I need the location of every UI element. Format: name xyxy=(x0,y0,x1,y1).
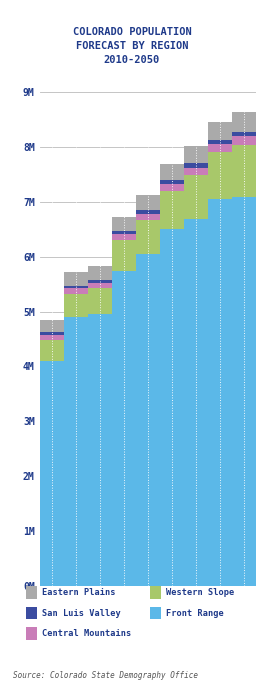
Bar xyxy=(40,335,64,340)
Bar xyxy=(160,229,184,586)
Bar xyxy=(88,314,112,586)
Bar xyxy=(232,145,256,197)
Bar xyxy=(136,220,160,254)
Bar xyxy=(160,191,184,229)
Bar xyxy=(232,197,256,586)
Bar xyxy=(232,132,256,136)
Bar xyxy=(88,266,112,279)
Bar xyxy=(112,240,136,271)
Bar xyxy=(136,214,160,220)
Bar xyxy=(64,286,88,288)
Text: Central Mountains: Central Mountains xyxy=(42,629,131,638)
Bar xyxy=(112,271,136,586)
Text: Western Slope: Western Slope xyxy=(166,588,235,597)
Bar xyxy=(88,283,112,288)
Bar xyxy=(208,121,232,140)
Text: San Luis Valley: San Luis Valley xyxy=(42,608,121,618)
Bar xyxy=(208,144,232,151)
Text: Front Range: Front Range xyxy=(166,608,224,618)
Bar xyxy=(232,136,256,145)
Bar xyxy=(136,195,160,210)
Bar xyxy=(64,288,88,294)
Bar xyxy=(64,272,88,286)
Bar xyxy=(136,254,160,586)
Bar xyxy=(40,332,64,335)
Bar xyxy=(160,180,184,184)
Bar xyxy=(40,340,64,361)
Bar xyxy=(208,151,232,199)
Bar xyxy=(232,112,256,132)
Bar xyxy=(40,321,64,332)
Bar xyxy=(160,164,184,180)
Bar xyxy=(112,234,136,240)
Text: Eastern Plains: Eastern Plains xyxy=(42,588,116,597)
Bar xyxy=(88,288,112,314)
Bar xyxy=(184,219,208,586)
Text: Source: Colorado State Demography Office: Source: Colorado State Demography Office xyxy=(13,671,198,680)
Bar xyxy=(208,199,232,586)
Bar xyxy=(40,361,64,586)
Bar xyxy=(88,279,112,283)
Bar xyxy=(184,168,208,175)
Bar xyxy=(184,147,208,164)
Bar xyxy=(160,184,184,191)
Bar xyxy=(112,231,136,234)
Bar xyxy=(184,175,208,219)
Bar xyxy=(112,216,136,231)
Bar xyxy=(64,317,88,586)
Bar xyxy=(208,140,232,144)
Bar xyxy=(184,164,208,168)
Text: COLORADO POPULATION
FORECAST BY REGION
2010-2050: COLORADO POPULATION FORECAST BY REGION 2… xyxy=(73,27,191,65)
Bar xyxy=(64,294,88,317)
Bar xyxy=(136,210,160,214)
